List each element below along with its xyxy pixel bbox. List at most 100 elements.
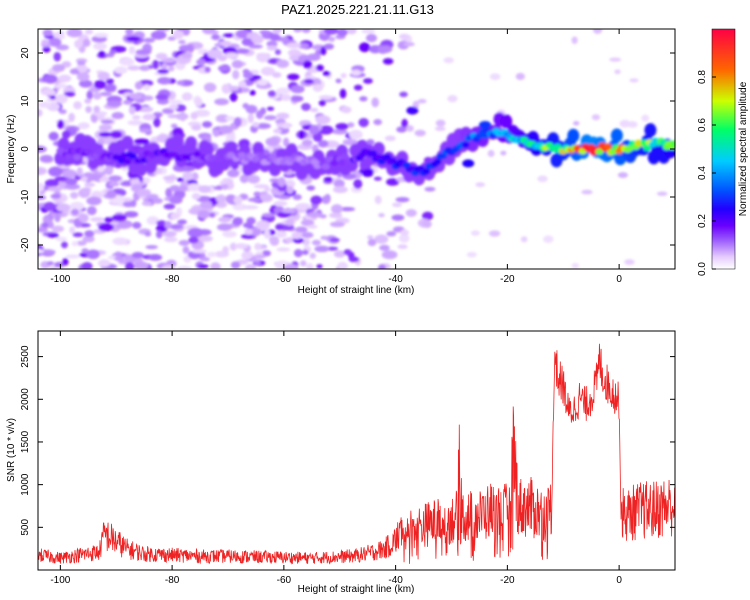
heatmap-cell	[241, 251, 254, 260]
heatmap-cell	[241, 87, 250, 93]
heatmap-cell	[84, 148, 93, 155]
heatmap-cell	[81, 187, 91, 196]
heatmap-cell	[195, 97, 203, 107]
heatmap-cell	[44, 249, 56, 255]
x-tick-label: -100	[50, 274, 70, 285]
heatmap-cell	[95, 148, 104, 156]
heatmap-cell	[215, 114, 230, 123]
heatmap-cell	[461, 141, 470, 149]
heatmap-cell	[500, 114, 513, 129]
heatmap-cell	[520, 236, 528, 243]
heatmap-cell	[112, 237, 129, 246]
heatmap-cell	[610, 128, 623, 143]
heatmap-cell	[170, 123, 178, 129]
heatmap-cell	[238, 80, 247, 88]
heatmap-cell	[222, 230, 237, 238]
heatmap-cell	[249, 90, 256, 96]
heatmap-cell	[69, 191, 79, 199]
heatmap-cell	[142, 177, 151, 184]
heatmap-cell	[374, 195, 382, 205]
heatmap-cell	[105, 78, 115, 85]
heatmap-cell	[335, 78, 342, 84]
heatmap-cell	[97, 71, 110, 81]
heatmap-cell	[81, 248, 89, 254]
heatmap-cell	[99, 91, 112, 97]
heatmap-cell	[221, 83, 231, 94]
heatmap-cell	[581, 189, 593, 195]
heatmap-cell	[401, 118, 408, 129]
heatmap-cell	[167, 114, 179, 119]
snr-panel: -100 -80 -60 -40 -20 0 500 1000 1500 2000 2500 He…	[6, 330, 676, 595]
heatmap-cell	[265, 137, 280, 147]
heatmap-cell	[134, 81, 143, 90]
heatmap-cell	[307, 224, 318, 229]
y-tick-label: 0	[20, 146, 31, 152]
heatmap-cell	[54, 83, 68, 89]
heatmap-cell	[386, 178, 400, 186]
snr-plot-area	[38, 331, 675, 570]
heatmap-cell	[373, 119, 382, 126]
chart-title: PAZ1.2025.221.21.11.G13	[281, 2, 434, 17]
heatmap-cell	[321, 195, 331, 205]
heatmap-cell	[46, 261, 54, 266]
heatmap-cell	[414, 129, 426, 137]
heatmap-cell	[204, 66, 211, 73]
heatmap-cell	[135, 49, 152, 55]
x-tick-label: -80	[165, 575, 180, 586]
heatmap-cell	[198, 185, 212, 193]
heatmap-cell	[348, 256, 360, 263]
heatmap-cell	[48, 166, 63, 177]
heatmap-cell	[124, 211, 139, 218]
heatmap-cell	[233, 195, 243, 205]
heatmap-cell	[378, 213, 385, 218]
heatmap-cell	[38, 249, 45, 254]
heatmap-cell	[52, 64, 66, 72]
heatmap-cell	[254, 242, 262, 251]
snr-frame	[37, 330, 676, 571]
heatmap-cell	[181, 29, 191, 36]
heatmap-cell	[341, 153, 350, 160]
heatmap-cell	[274, 49, 282, 55]
heatmap-cell	[75, 240, 87, 246]
heatmap-cell	[62, 169, 77, 179]
heatmap-cell	[49, 95, 56, 100]
heatmap-cell	[66, 29, 83, 38]
heatmap-cell	[111, 112, 124, 120]
heatmap-cell	[284, 237, 296, 243]
heatmap-cell	[244, 228, 253, 236]
heatmap-cell	[329, 237, 340, 243]
heatmap-cell	[43, 201, 56, 211]
heatmap-cell	[422, 211, 434, 221]
heatmap-cell	[242, 103, 249, 109]
colorbar-ticks: 0.0 0.2 0.4 0.6 0.8	[697, 70, 716, 276]
heatmap-cell	[323, 29, 339, 35]
heatmap-cell	[391, 214, 405, 221]
heatmap-cell	[671, 140, 675, 147]
heatmap-cell	[155, 94, 168, 101]
heatmap-cell	[353, 179, 363, 189]
heatmap-cell	[122, 99, 133, 105]
heatmap-cell	[255, 220, 270, 230]
heatmap-cell	[38, 101, 52, 108]
heatmap-cell	[339, 88, 347, 99]
heatmap-cell	[384, 135, 396, 142]
heatmap-cell	[104, 165, 114, 176]
heatmap-cell	[77, 61, 86, 66]
heatmap-cell	[227, 169, 240, 178]
heatmap-cell	[206, 251, 218, 258]
heatmap-cell	[42, 29, 53, 37]
heatmap-cell	[277, 176, 286, 187]
heatmap-cell	[178, 44, 193, 52]
heatmap-cell	[98, 50, 106, 58]
heatmap-cell	[333, 186, 348, 194]
heatmap-cell	[417, 98, 427, 104]
heatmap-cell	[462, 159, 475, 168]
heatmap-cell	[215, 194, 227, 203]
heatmap-cell	[168, 104, 179, 110]
heatmap-cell	[162, 175, 178, 181]
heatmap-cell	[197, 209, 210, 219]
heatmap-cell	[272, 71, 282, 78]
heatmap-cell	[475, 182, 486, 188]
heatmap-cell	[487, 149, 495, 158]
